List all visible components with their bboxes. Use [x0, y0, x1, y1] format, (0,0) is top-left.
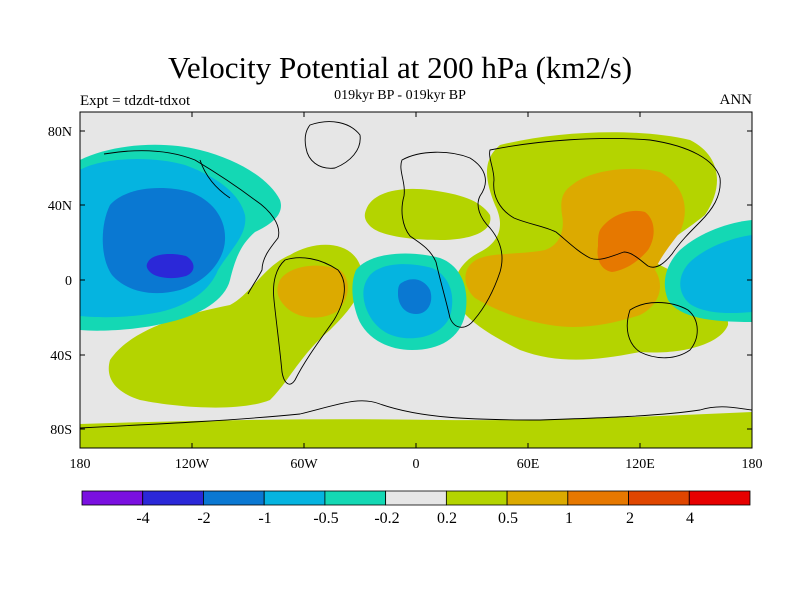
contour-fill-ne-pacific-2	[146, 254, 194, 279]
coastline-antarctica	[80, 400, 752, 429]
colorbar: -4 -2 -1 -0.5 -0.2 0.2 0.5 1 2 4	[81, 490, 751, 527]
y-tick-label: 40N	[48, 199, 72, 214]
colorbar-labels: -4 -2 -1 -0.5 -0.2 0.2 0.5 1 2 4	[136, 510, 694, 527]
x-tick-label: 60W	[290, 457, 318, 472]
colorbar-label: 0.2	[437, 510, 457, 527]
colorbar-label: -1	[258, 510, 271, 527]
colorbar-box	[567, 490, 629, 506]
season-label: ANN	[719, 92, 753, 108]
x-tick-label: 180	[742, 457, 763, 472]
coastline-africa-europe	[400, 151, 503, 328]
colorbar-box	[324, 490, 387, 506]
colorbar-label: -2	[197, 510, 210, 527]
contour-fill-south-america-orange	[277, 265, 348, 318]
x-tick-label: 120W	[175, 457, 210, 472]
experiment-label: Expt = tdzdt-tdxot	[80, 93, 191, 109]
colorbar-label: 1	[565, 510, 573, 527]
colorbar-boxes	[81, 490, 751, 506]
colorbar-box	[81, 490, 144, 506]
coastline-north-america	[103, 150, 280, 295]
y-tick-labels: 80N 40N 0 40S 80S	[48, 125, 72, 438]
y-tick-label: 80S	[50, 423, 72, 438]
contour-fill-south-atlantic-1	[398, 279, 432, 314]
colorbar-label: 4	[686, 510, 694, 527]
y-tick-label: 40S	[50, 349, 72, 364]
x-tick-label: 60E	[517, 457, 540, 472]
plot-subtitle: 019kyr BP - 019kyr BP	[334, 88, 466, 103]
colorbar-label: -4	[136, 510, 149, 527]
colorbar-box	[385, 490, 447, 506]
colorbar-label: 0.5	[498, 510, 518, 527]
contour-fill-west-pacific-05	[680, 235, 752, 314]
colorbar-box	[203, 490, 265, 506]
coastlines	[80, 121, 752, 429]
colorbar-box	[263, 490, 326, 506]
coastline-asia	[489, 138, 721, 268]
plot-title: Velocity Potential at 200 hPa (km2/s)	[167, 50, 633, 85]
x-tick-label: 180	[70, 457, 91, 472]
coastline-south-america	[273, 257, 345, 385]
map-plot-area	[79, 111, 753, 449]
contour-fill-ne-pacific-1	[102, 188, 226, 294]
coastline-greenland	[304, 121, 361, 169]
colorbar-box	[142, 490, 204, 506]
y-ticks	[80, 130, 752, 430]
x-tick-label: 0	[413, 457, 420, 472]
x-tick-labels: 180 120W 60W 0 60E 120E 180	[70, 457, 763, 472]
colorbar-box	[445, 490, 508, 506]
contour-fill-north-atlantic	[364, 188, 491, 240]
colorbar-label: -0.5	[313, 510, 338, 527]
x-ticks	[79, 112, 753, 448]
colorbar-box	[506, 490, 569, 506]
x-tick-label: 120E	[625, 457, 655, 472]
colorbar-box	[688, 490, 751, 506]
y-tick-label: 0	[65, 274, 72, 289]
colorbar-label: 2	[626, 510, 634, 527]
contour-fill-southern-band	[80, 412, 752, 448]
contour-fills	[80, 121, 752, 448]
colorbar-box	[628, 490, 690, 506]
y-tick-label: 80N	[48, 125, 72, 140]
colorbar-label: -0.2	[374, 510, 399, 527]
coastline-australia	[626, 302, 698, 359]
